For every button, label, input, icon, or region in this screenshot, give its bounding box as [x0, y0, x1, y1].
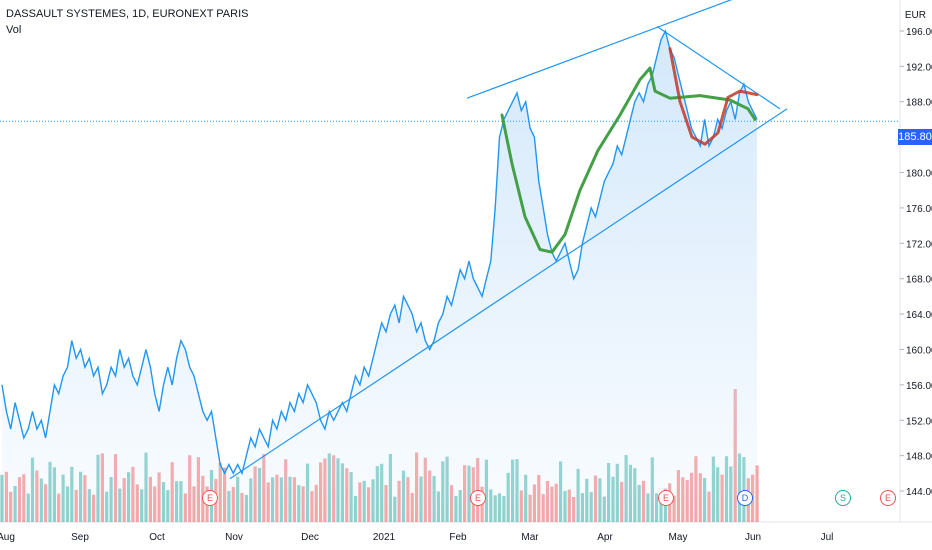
- price-line: [1, 28, 758, 476]
- y-tick-label: 152.00: [906, 416, 932, 427]
- chart-title: DASSAULT SYSTEMES, 1D, EURONEXT PARIS: [6, 8, 249, 20]
- y-tick-label: 144.00: [906, 487, 932, 498]
- x-tick-label: Jul: [821, 532, 834, 543]
- y-tick-label: 160.00: [906, 345, 932, 356]
- y-tick-label: 180.00: [906, 169, 932, 180]
- y-tick-label: 192.00: [906, 62, 932, 73]
- x-tick-label: Sep: [71, 532, 89, 543]
- x-tick-label: May: [669, 532, 688, 543]
- earnings-event-marker[interactable]: E: [658, 490, 674, 506]
- y-tick-label: 168.00: [906, 275, 932, 286]
- x-tick-label: Aug: [0, 532, 15, 543]
- volume-label: Vol: [6, 24, 22, 36]
- x-tick-label: Dec: [301, 532, 319, 543]
- dividend-event-marker[interactable]: D: [737, 490, 753, 506]
- y-tick-label: 176.00: [906, 204, 932, 215]
- x-tick-label: Apr: [597, 532, 613, 543]
- upper-trendline: [466, 0, 733, 99]
- y-tick-label: 148.00: [906, 452, 932, 463]
- lower-trendline: [229, 108, 788, 480]
- x-tick-label: Oct: [149, 532, 165, 543]
- y-tick-label: 188.00: [906, 98, 932, 109]
- earnings-event-marker[interactable]: E: [470, 490, 486, 506]
- split-event-marker[interactable]: S: [835, 490, 851, 506]
- x-tick-label: Jun: [745, 532, 761, 543]
- x-tick-label: Mar: [521, 532, 539, 543]
- y-tick-label: 172.00: [906, 239, 932, 250]
- earnings-event-marker[interactable]: E: [202, 490, 218, 506]
- earnings-event-marker[interactable]: E: [880, 490, 896, 506]
- last-price-badge: 185.80: [898, 129, 932, 145]
- cup-curve: [500, 66, 757, 254]
- x-tick-label: 2021: [373, 532, 396, 543]
- handle-curve: [668, 47, 759, 146]
- currency-label: EUR: [904, 10, 926, 21]
- y-tick-label: 196.00: [906, 27, 932, 38]
- price-area-fill: [2, 31, 757, 522]
- y-tick-label: 156.00: [906, 381, 932, 392]
- handle-trendline: [656, 26, 781, 110]
- x-tick-label: Feb: [449, 532, 467, 543]
- y-tick-label: 164.00: [906, 310, 932, 321]
- x-tick-label: Nov: [225, 532, 243, 543]
